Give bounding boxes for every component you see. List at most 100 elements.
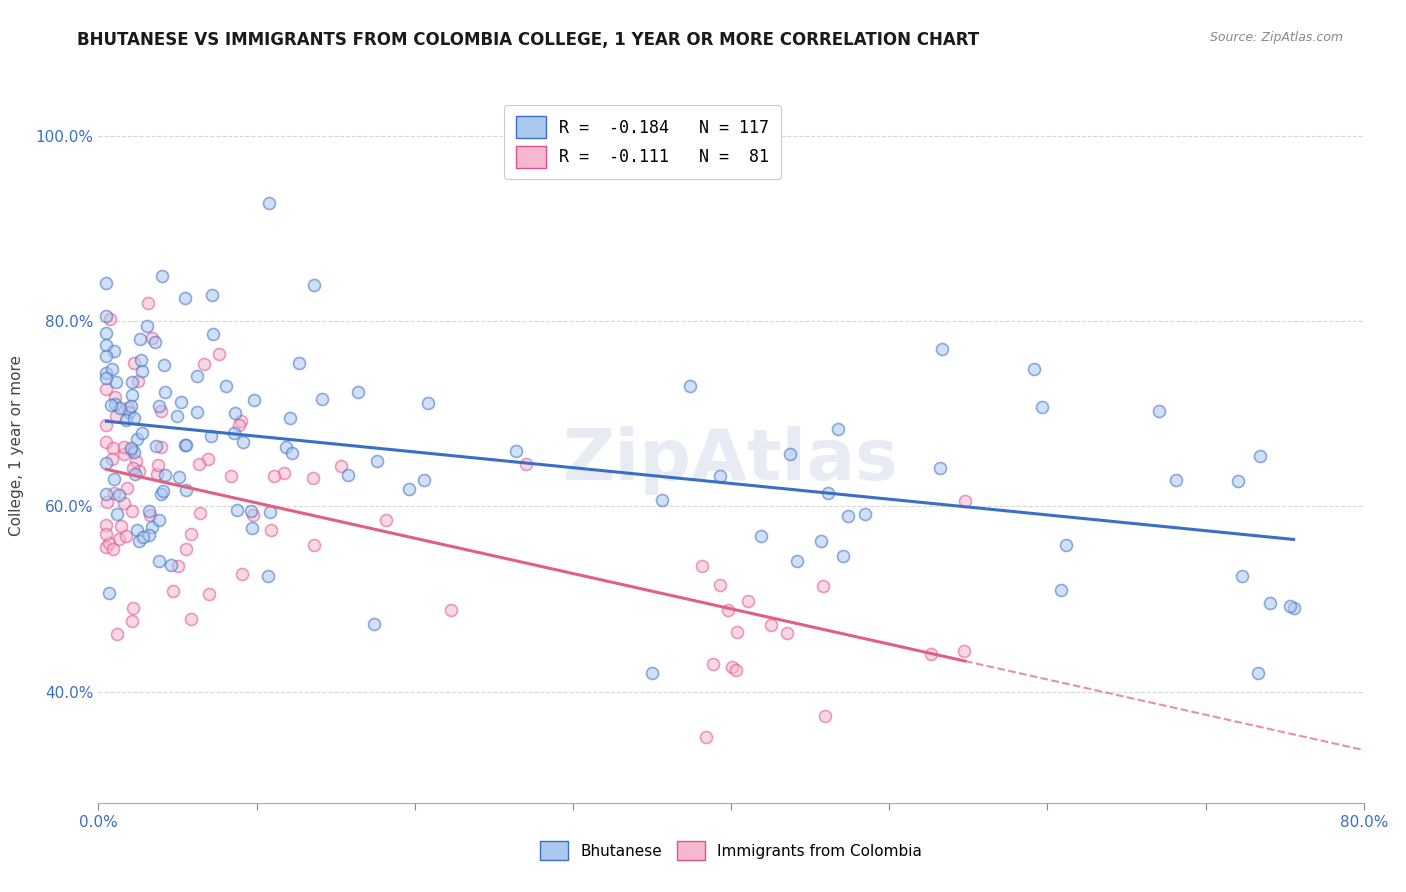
Point — [104, 375, 127, 389]
Point — [311, 392, 333, 407]
Point — [952, 644, 974, 658]
Point — [124, 467, 146, 481]
Point — [112, 440, 135, 454]
Point — [1022, 362, 1045, 376]
Point — [347, 384, 370, 399]
Point — [103, 344, 125, 359]
Point — [96, 326, 118, 341]
Point — [145, 439, 167, 453]
Point — [231, 567, 253, 582]
Point — [953, 493, 976, 508]
Point — [96, 276, 118, 290]
Point — [115, 481, 138, 495]
Point — [96, 309, 118, 323]
Point — [122, 461, 145, 475]
Point — [226, 502, 249, 516]
Point — [96, 337, 118, 351]
Point — [96, 382, 118, 396]
Point — [228, 417, 250, 432]
Point — [152, 483, 174, 498]
Y-axis label: College, 1 year or more: College, 1 year or more — [10, 356, 24, 536]
Point — [150, 404, 173, 418]
Point — [366, 454, 388, 468]
Point — [725, 624, 748, 639]
Point — [124, 410, 146, 425]
Point — [107, 533, 129, 547]
Point — [256, 569, 278, 583]
Point — [153, 468, 176, 483]
Point — [117, 401, 139, 416]
Point — [122, 600, 145, 615]
Point — [138, 527, 160, 541]
Point — [150, 487, 173, 501]
Point — [329, 458, 352, 473]
Point — [702, 657, 724, 671]
Point — [173, 437, 195, 451]
Point — [141, 331, 163, 345]
Point — [786, 553, 808, 567]
Point — [1247, 666, 1270, 681]
Point — [288, 356, 311, 370]
Point — [651, 493, 673, 508]
Point — [112, 447, 135, 461]
Point — [97, 585, 120, 599]
Point — [103, 486, 125, 500]
Point — [110, 519, 132, 533]
Point — [641, 666, 664, 681]
Point — [148, 513, 170, 527]
Point — [96, 417, 118, 432]
Point — [717, 602, 740, 616]
Point — [115, 412, 138, 426]
Point — [148, 400, 170, 414]
Point — [167, 559, 190, 574]
Point — [96, 434, 118, 449]
Point — [155, 384, 177, 399]
Point — [239, 504, 262, 518]
Point — [811, 579, 834, 593]
Point — [98, 311, 121, 326]
Point — [122, 356, 145, 370]
Point — [120, 443, 142, 458]
Point — [931, 342, 953, 356]
Point — [853, 507, 876, 521]
Point — [278, 410, 301, 425]
Point — [260, 523, 283, 537]
Point — [128, 464, 150, 478]
Point — [180, 527, 202, 541]
Point — [143, 334, 166, 349]
Point — [302, 278, 325, 293]
Point — [302, 538, 325, 552]
Point — [413, 474, 436, 488]
Point — [96, 371, 118, 385]
Point — [242, 392, 264, 407]
Point — [201, 326, 224, 341]
Point — [737, 594, 759, 608]
Point — [1166, 474, 1188, 488]
Point — [232, 435, 254, 450]
Point — [98, 535, 121, 549]
Point — [224, 406, 246, 420]
Point — [776, 626, 799, 640]
Point — [103, 472, 125, 486]
Point — [150, 269, 173, 284]
Point — [215, 379, 238, 393]
Point — [1230, 569, 1253, 583]
Point — [121, 504, 143, 518]
Point — [1282, 600, 1305, 615]
Point — [679, 378, 702, 392]
Point — [817, 485, 839, 500]
Point — [96, 518, 118, 533]
Point — [1279, 599, 1302, 614]
Point — [112, 496, 135, 510]
Point — [146, 458, 169, 472]
Point — [1147, 404, 1170, 418]
Point — [138, 504, 160, 518]
Text: BHUTANESE VS IMMIGRANTS FROM COLOMBIA COLLEGE, 1 YEAR OR MORE CORRELATION CHART: BHUTANESE VS IMMIGRANTS FROM COLOMBIA CO… — [77, 31, 980, 49]
Point — [131, 364, 153, 378]
Point — [186, 368, 208, 383]
Point — [242, 508, 264, 523]
Point — [197, 452, 219, 467]
Point — [135, 319, 157, 334]
Point — [276, 440, 298, 454]
Point — [259, 196, 281, 211]
